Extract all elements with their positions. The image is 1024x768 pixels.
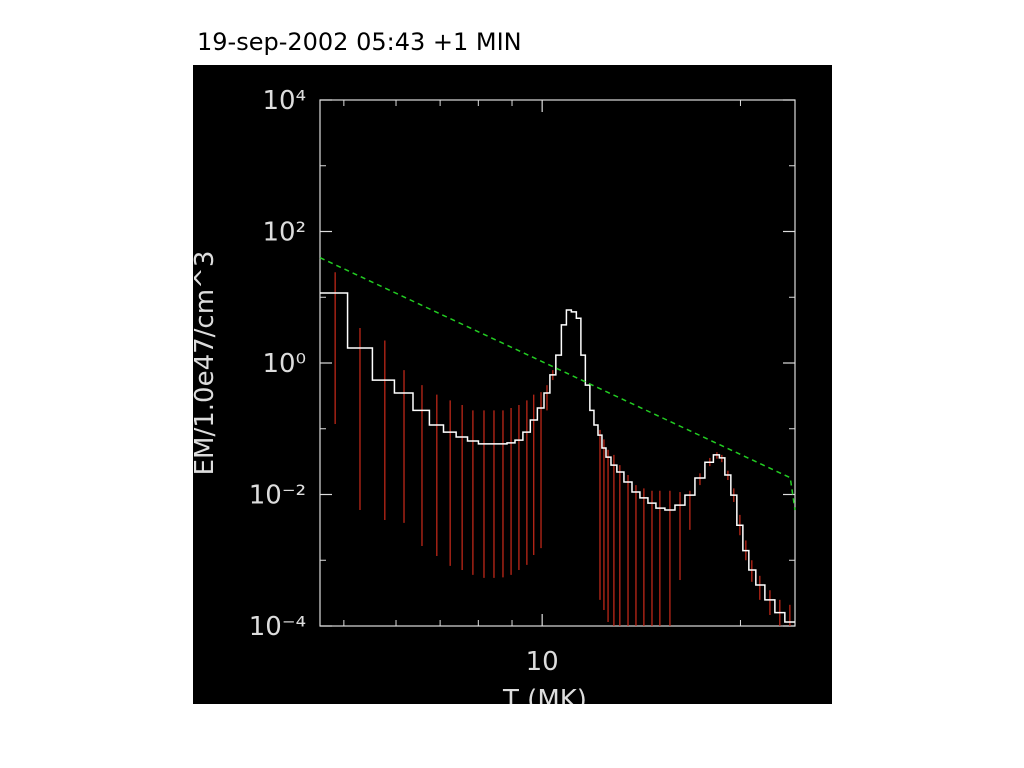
panel-background (193, 65, 832, 704)
chart-title: 19-sep-2002 05:43 +1 MIN (197, 28, 522, 56)
y-tick-label: 10² (262, 218, 306, 248)
fit-line (319, 256, 796, 511)
plot-panel: T (MK) EM/1.0e47/cm^3 10⁻⁴ 10⁻² 10⁰ 10² 10⁴ 1… (190, 65, 832, 715)
x-axis-label: T (MK) (502, 685, 587, 715)
y-tick-label: 10⁻⁴ (249, 612, 306, 642)
histogram-line (320, 292, 795, 623)
y-axis-label: EM/1.0e47/cm^3 (190, 251, 220, 476)
x-tick-label: 10 (526, 647, 559, 677)
y-tick-label: 10⁰ (262, 349, 306, 379)
y-tick-label: 10⁴ (262, 86, 306, 116)
y-tick-label: 10⁻² (249, 481, 306, 511)
